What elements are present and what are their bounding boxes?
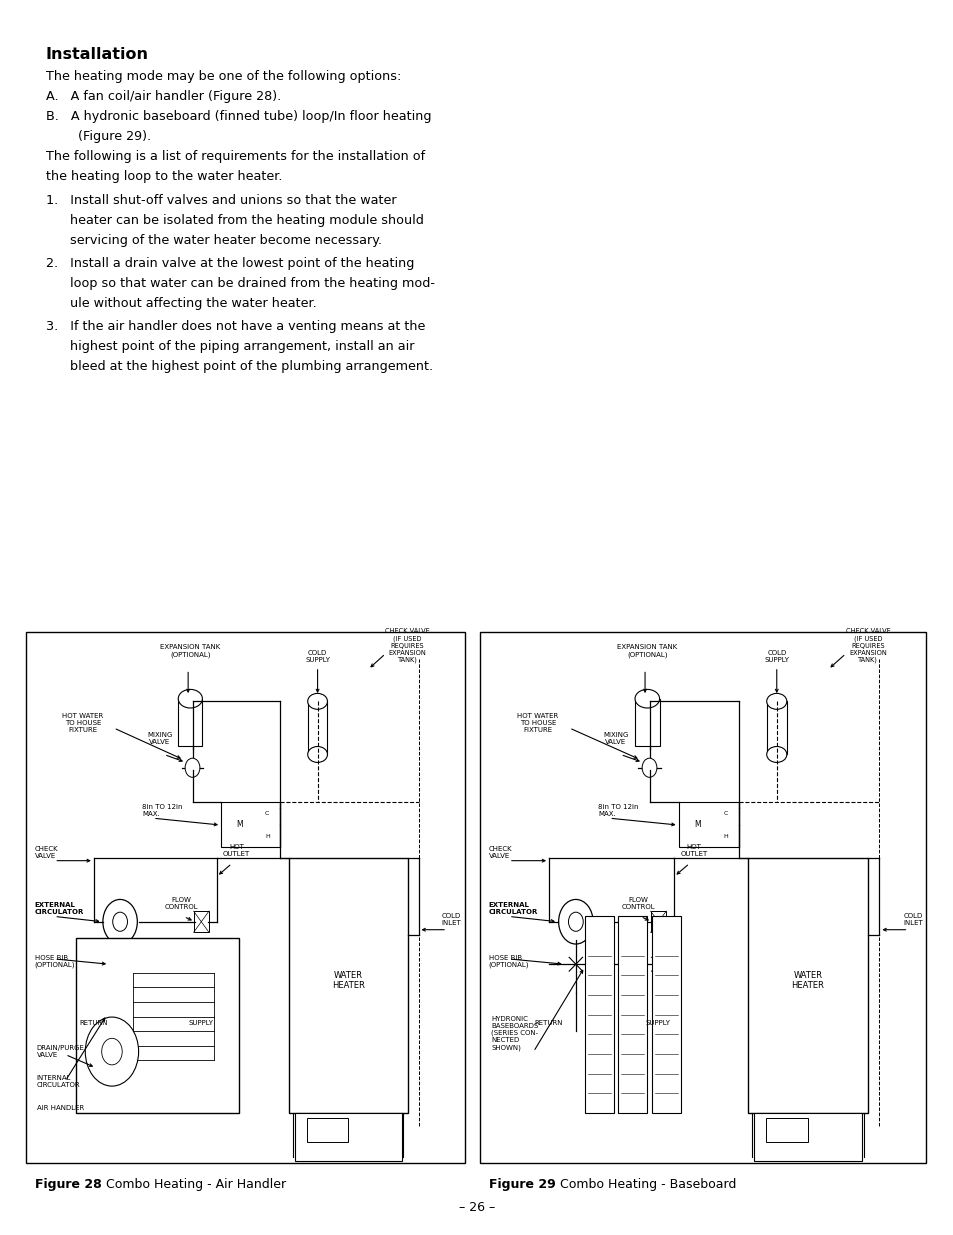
Bar bbox=[307, 1118, 348, 1142]
Text: M: M bbox=[694, 820, 700, 830]
Text: C: C bbox=[722, 811, 727, 816]
Ellipse shape bbox=[308, 746, 327, 762]
Text: DRAIN/PURGE
VALVE: DRAIN/PURGE VALVE bbox=[36, 1045, 85, 1058]
Bar bbox=[765, 1118, 807, 1142]
Bar bbox=[678, 803, 738, 847]
Text: EXTERNAL
CIRCULATOR: EXTERNAL CIRCULATOR bbox=[34, 902, 84, 915]
Bar bbox=[308, 701, 327, 755]
Text: M: M bbox=[236, 820, 243, 830]
Circle shape bbox=[103, 899, 137, 944]
Text: HYDRONIC
BASEBOARDS
(SERIES CON-
NECTED
SHOWN): HYDRONIC BASEBOARDS (SERIES CON- NECTED … bbox=[491, 1015, 537, 1051]
Text: EXPANSION TANK
(OPTIONAL): EXPANSION TANK (OPTIONAL) bbox=[617, 645, 677, 658]
Text: INTERNAL
CIRCULATOR: INTERNAL CIRCULATOR bbox=[36, 1074, 80, 1088]
Text: HOT WATER
TO HOUSE
FIXTURE: HOT WATER TO HOUSE FIXTURE bbox=[62, 713, 103, 732]
Text: C: C bbox=[265, 811, 269, 816]
Ellipse shape bbox=[178, 689, 202, 708]
Text: 1.   Install shut-off valves and unions so that the water: 1. Install shut-off valves and unions so… bbox=[46, 194, 396, 206]
Text: H: H bbox=[722, 834, 727, 839]
Text: A.   A fan coil/air handler (Figure 28).: A. A fan coil/air handler (Figure 28). bbox=[46, 90, 281, 104]
Text: servicing of the water heater become necessary.: servicing of the water heater become nec… bbox=[46, 233, 381, 247]
Text: FLOW
CONTROL: FLOW CONTROL bbox=[165, 897, 198, 910]
Circle shape bbox=[102, 1039, 122, 1065]
Text: WATER
HEATER: WATER HEATER bbox=[791, 971, 823, 990]
Bar bbox=[294, 1113, 401, 1161]
Bar bbox=[651, 916, 680, 1113]
Text: COLD
INLET: COLD INLET bbox=[902, 913, 922, 925]
Ellipse shape bbox=[308, 693, 327, 709]
Circle shape bbox=[568, 913, 582, 931]
Text: HOT
OUTLET: HOT OUTLET bbox=[679, 844, 707, 857]
Text: – 26 –: – 26 – bbox=[458, 1202, 495, 1214]
Bar bbox=[76, 937, 238, 1113]
Circle shape bbox=[85, 1018, 138, 1086]
Text: EXPANSION TANK
(OPTIONAL): EXPANSION TANK (OPTIONAL) bbox=[160, 645, 220, 658]
Text: highest point of the piping arrangement, install an air: highest point of the piping arrangement,… bbox=[46, 341, 414, 353]
Text: FLOW
CONTROL: FLOW CONTROL bbox=[621, 897, 655, 910]
Text: 8in TO 12in
MAX.: 8in TO 12in MAX. bbox=[598, 804, 638, 816]
Bar bbox=[479, 632, 925, 1163]
Text: SUPPLY: SUPPLY bbox=[189, 1020, 213, 1025]
Text: CHECK VALVE
(IF USED
REQUIRES
EXPANSION
TANK): CHECK VALVE (IF USED REQUIRES EXPANSION … bbox=[385, 629, 430, 663]
Circle shape bbox=[641, 758, 657, 777]
Bar bbox=[289, 858, 407, 1113]
Text: CHECK
VALVE: CHECK VALVE bbox=[34, 846, 58, 860]
Text: AIR HANDLER: AIR HANDLER bbox=[36, 1104, 84, 1110]
Text: WATER
HEATER: WATER HEATER bbox=[332, 971, 364, 990]
Text: COLD
SUPPLY: COLD SUPPLY bbox=[763, 650, 788, 663]
Text: 2.   Install a drain valve at the lowest point of the heating: 2. Install a drain valve at the lowest p… bbox=[46, 257, 414, 270]
Text: SUPPLY: SUPPLY bbox=[645, 1020, 670, 1025]
Text: ule without affecting the water heater.: ule without affecting the water heater. bbox=[46, 298, 316, 310]
Text: Combo Heating - Baseboard: Combo Heating - Baseboard bbox=[547, 1178, 736, 1192]
Text: MIXING
VALVE: MIXING VALVE bbox=[147, 732, 172, 745]
Text: COLD
SUPPLY: COLD SUPPLY bbox=[305, 650, 330, 663]
Text: MIXING
VALVE: MIXING VALVE bbox=[602, 732, 628, 745]
Text: RETURN: RETURN bbox=[79, 1020, 108, 1025]
Text: HOSE BIB
(OPTIONAL): HOSE BIB (OPTIONAL) bbox=[488, 955, 529, 968]
Bar bbox=[650, 911, 665, 932]
Bar bbox=[221, 803, 280, 847]
Bar bbox=[635, 699, 659, 746]
Text: 3.   If the air handler does not have a venting means at the: 3. If the air handler does not have a ve… bbox=[46, 320, 425, 333]
Text: B.   A hydronic baseboard (finned tube) loop/In floor heating: B. A hydronic baseboard (finned tube) lo… bbox=[46, 110, 431, 124]
Text: bleed at the highest point of the plumbing arrangement.: bleed at the highest point of the plumbi… bbox=[46, 361, 433, 373]
Text: CHECK VALVE
(IF USED
REQUIRES
EXPANSION
TANK): CHECK VALVE (IF USED REQUIRES EXPANSION … bbox=[845, 629, 890, 663]
Bar bbox=[747, 858, 867, 1113]
Bar bbox=[584, 916, 613, 1113]
Ellipse shape bbox=[766, 693, 786, 709]
Text: The following is a list of requirements for the installation of: The following is a list of requirements … bbox=[46, 151, 424, 163]
Bar bbox=[618, 916, 646, 1113]
Text: 8in TO 12in
MAX.: 8in TO 12in MAX. bbox=[142, 804, 182, 816]
Text: heater can be isolated from the heating module should: heater can be isolated from the heating … bbox=[46, 214, 423, 227]
Ellipse shape bbox=[635, 689, 659, 708]
Text: HOSE BIB
(OPTIONAL): HOSE BIB (OPTIONAL) bbox=[34, 955, 75, 968]
Circle shape bbox=[185, 758, 200, 777]
Bar bbox=[766, 701, 786, 755]
Text: Figure 29: Figure 29 bbox=[488, 1178, 555, 1192]
Text: H: H bbox=[265, 834, 270, 839]
Text: Figure 28: Figure 28 bbox=[34, 1178, 101, 1192]
Text: COLD
INLET: COLD INLET bbox=[441, 913, 461, 925]
Ellipse shape bbox=[766, 746, 786, 762]
Bar bbox=[193, 911, 209, 932]
Text: RETURN: RETURN bbox=[535, 1020, 562, 1025]
Text: (Figure 29).: (Figure 29). bbox=[46, 131, 151, 143]
Circle shape bbox=[112, 913, 128, 931]
Text: The heating mode may be one of the following options:: The heating mode may be one of the follo… bbox=[46, 70, 401, 83]
Text: the heating loop to the water heater.: the heating loop to the water heater. bbox=[46, 170, 282, 184]
Text: Combo Heating - Air Handler: Combo Heating - Air Handler bbox=[93, 1178, 286, 1192]
Bar bbox=[26, 632, 464, 1163]
Bar bbox=[178, 699, 202, 746]
Bar bbox=[753, 1113, 862, 1161]
Circle shape bbox=[558, 899, 593, 944]
Text: CHECK
VALVE: CHECK VALVE bbox=[488, 846, 512, 860]
Text: HOT WATER
TO HOUSE
FIXTURE: HOT WATER TO HOUSE FIXTURE bbox=[517, 713, 558, 732]
Text: loop so that water can be drained from the heating mod-: loop so that water can be drained from t… bbox=[46, 277, 435, 290]
Text: EXTERNAL
CIRCULATOR: EXTERNAL CIRCULATOR bbox=[488, 902, 537, 915]
Text: Installation: Installation bbox=[46, 47, 149, 62]
Text: HOT
OUTLET: HOT OUTLET bbox=[223, 844, 250, 857]
